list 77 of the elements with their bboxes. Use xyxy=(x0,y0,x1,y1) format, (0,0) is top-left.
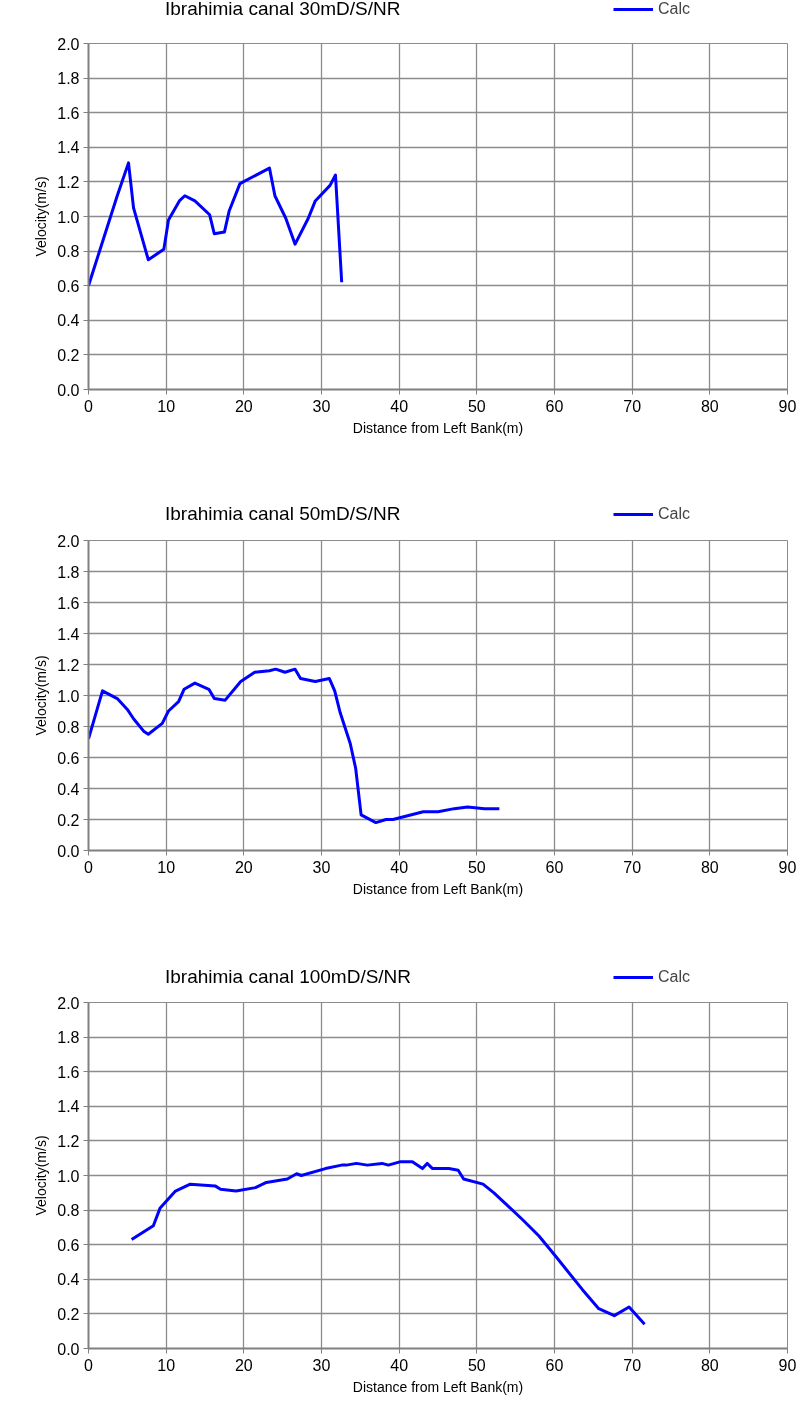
y-tick-label: 0.6 xyxy=(57,277,80,295)
y-tick-label: 1.0 xyxy=(57,208,80,226)
y-tick-label: 0.0 xyxy=(57,842,80,860)
y-tick-label: 0.0 xyxy=(57,1340,80,1358)
y-axis-title: Velocity(m/s) xyxy=(33,1135,50,1216)
x-tick-label: 60 xyxy=(545,1356,564,1374)
y-tick-label: 1.0 xyxy=(57,1167,80,1185)
y-tick-label: 1.4 xyxy=(57,139,80,157)
x-tick-label: 90 xyxy=(778,1356,797,1374)
y-tick-label: 1.2 xyxy=(57,173,80,191)
legend-label: Calc xyxy=(658,505,691,523)
x-axis-title: Distance from Left Bank(m) xyxy=(352,880,524,897)
x-tick-label: 10 xyxy=(157,1356,176,1374)
y-tick-label: 1.0 xyxy=(57,687,80,705)
y-tick-label: 0.8 xyxy=(57,243,80,261)
legend-label: Calc xyxy=(658,0,691,18)
y-tick-label: 1.2 xyxy=(57,1132,80,1150)
chart-title: Ibrahimia canal 50mD/S/NR xyxy=(165,503,401,524)
y-tick-label: 0.4 xyxy=(57,312,80,330)
x-tick-label: 20 xyxy=(234,1356,253,1374)
y-tick-label: 0.4 xyxy=(57,780,80,798)
x-tick-label: 30 xyxy=(312,1356,331,1374)
x-tick-label: 70 xyxy=(623,397,642,415)
y-tick-label: 0.6 xyxy=(57,1236,80,1254)
x-tick-label: 20 xyxy=(234,858,253,876)
y-tick-label: 1.8 xyxy=(57,70,80,88)
x-tick-label: 30 xyxy=(312,858,331,876)
x-tick-label: 80 xyxy=(700,397,719,415)
x-tick-label: 60 xyxy=(545,397,564,415)
y-tick-label: 0.2 xyxy=(57,346,80,364)
chart-title: Ibrahimia canal 100mD/S/NR xyxy=(165,966,412,987)
x-tick-label: 0 xyxy=(84,397,94,415)
y-tick-label: 0.8 xyxy=(57,718,80,736)
x-tick-label: 80 xyxy=(700,1356,719,1374)
y-tick-label: 0.8 xyxy=(57,1202,80,1220)
y-tick-label: 1.8 xyxy=(57,563,80,581)
y-axis-title: Velocity(m/s) xyxy=(33,176,50,257)
y-tick-label: 0.6 xyxy=(57,749,80,767)
x-tick-label: 60 xyxy=(545,858,564,876)
x-tick-label: 20 xyxy=(234,397,253,415)
y-tick-label: 1.6 xyxy=(57,1063,80,1081)
x-tick-label: 50 xyxy=(467,1356,486,1374)
x-tick-label: 70 xyxy=(623,858,642,876)
line-series xyxy=(130,1160,647,1326)
x-axis-title: Distance from Left Bank(m) xyxy=(352,419,524,436)
chart-title: Ibrahimia canal 30mD/S/NR xyxy=(165,0,401,19)
x-tick-label: 10 xyxy=(157,858,176,876)
y-tick-label: 0.2 xyxy=(57,1305,80,1323)
y-tick-label: 1.4 xyxy=(57,1098,80,1116)
x-tick-label: 10 xyxy=(157,397,176,415)
x-tick-label: 50 xyxy=(467,858,486,876)
x-tick-label: 40 xyxy=(390,1356,409,1374)
x-tick-label: 90 xyxy=(778,858,797,876)
y-tick-label: 1.6 xyxy=(57,594,80,612)
x-tick-label: 40 xyxy=(390,397,409,415)
legend-label: Calc xyxy=(658,968,691,986)
x-tick-label: 70 xyxy=(623,1356,642,1374)
x-tick-label: 0 xyxy=(84,1356,94,1374)
line-series xyxy=(88,667,501,825)
y-tick-label: 1.8 xyxy=(57,1029,80,1047)
y-tick-label: 1.6 xyxy=(57,104,80,122)
x-tick-label: 90 xyxy=(778,397,797,415)
x-axis-title: Distance from Left Bank(m) xyxy=(352,1378,524,1395)
y-tick-label: 2.0 xyxy=(57,994,80,1012)
y-tick-label: 0.4 xyxy=(57,1271,80,1289)
x-tick-label: 40 xyxy=(390,858,409,876)
y-tick-label: 1.4 xyxy=(57,625,80,643)
y-tick-label: 2.0 xyxy=(57,35,80,53)
y-tick-label: 0.0 xyxy=(57,381,80,399)
y-tick-label: 1.2 xyxy=(57,656,80,674)
y-axis-title: Velocity(m/s) xyxy=(33,655,50,736)
y-tick-label: 2.0 xyxy=(57,532,80,550)
y-tick-label: 0.2 xyxy=(57,811,80,829)
x-tick-label: 0 xyxy=(84,858,94,876)
x-tick-label: 30 xyxy=(312,397,331,415)
x-tick-label: 50 xyxy=(467,397,486,415)
x-tick-label: 80 xyxy=(700,858,719,876)
